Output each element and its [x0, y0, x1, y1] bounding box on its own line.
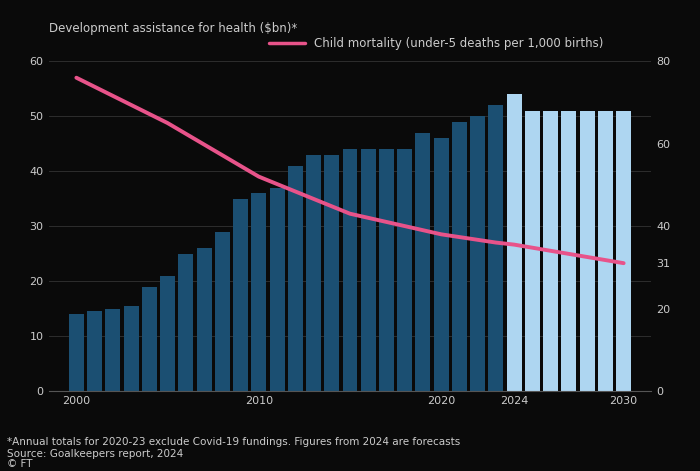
Bar — [306, 154, 321, 391]
Bar — [580, 111, 594, 391]
Bar — [360, 149, 376, 391]
Bar — [489, 105, 503, 391]
Text: Source: Goalkeepers report, 2024: Source: Goalkeepers report, 2024 — [7, 449, 183, 459]
Bar — [288, 166, 303, 391]
Bar — [434, 138, 449, 391]
Bar — [416, 133, 430, 391]
Text: Child mortality (under-5 deaths per 1,000 births): Child mortality (under-5 deaths per 1,00… — [314, 37, 603, 49]
Bar — [397, 149, 412, 391]
Text: Development assistance for health ($bn)*: Development assistance for health ($bn)* — [49, 22, 298, 35]
Bar — [561, 111, 576, 391]
Bar — [124, 306, 139, 391]
Text: © FT: © FT — [7, 459, 32, 469]
Bar — [233, 199, 248, 391]
Bar — [197, 248, 211, 391]
Bar — [160, 276, 175, 391]
Bar — [616, 111, 631, 391]
Bar — [598, 111, 613, 391]
Text: *Annual totals for 2020-23 exclude Covid-19 fundings. Figures from 2024 are fore: *Annual totals for 2020-23 exclude Covid… — [7, 437, 461, 447]
Bar — [251, 193, 266, 391]
Bar — [106, 309, 120, 391]
Bar — [142, 286, 157, 391]
Bar — [507, 94, 522, 391]
Bar — [215, 232, 230, 391]
Bar — [324, 154, 340, 391]
Bar — [342, 149, 358, 391]
Bar — [543, 111, 558, 391]
Bar — [270, 187, 284, 391]
Bar — [470, 116, 485, 391]
Bar — [69, 314, 84, 391]
Bar — [525, 111, 540, 391]
Bar — [379, 149, 394, 391]
Bar — [178, 253, 193, 391]
Bar — [452, 122, 467, 391]
Bar — [87, 311, 102, 391]
